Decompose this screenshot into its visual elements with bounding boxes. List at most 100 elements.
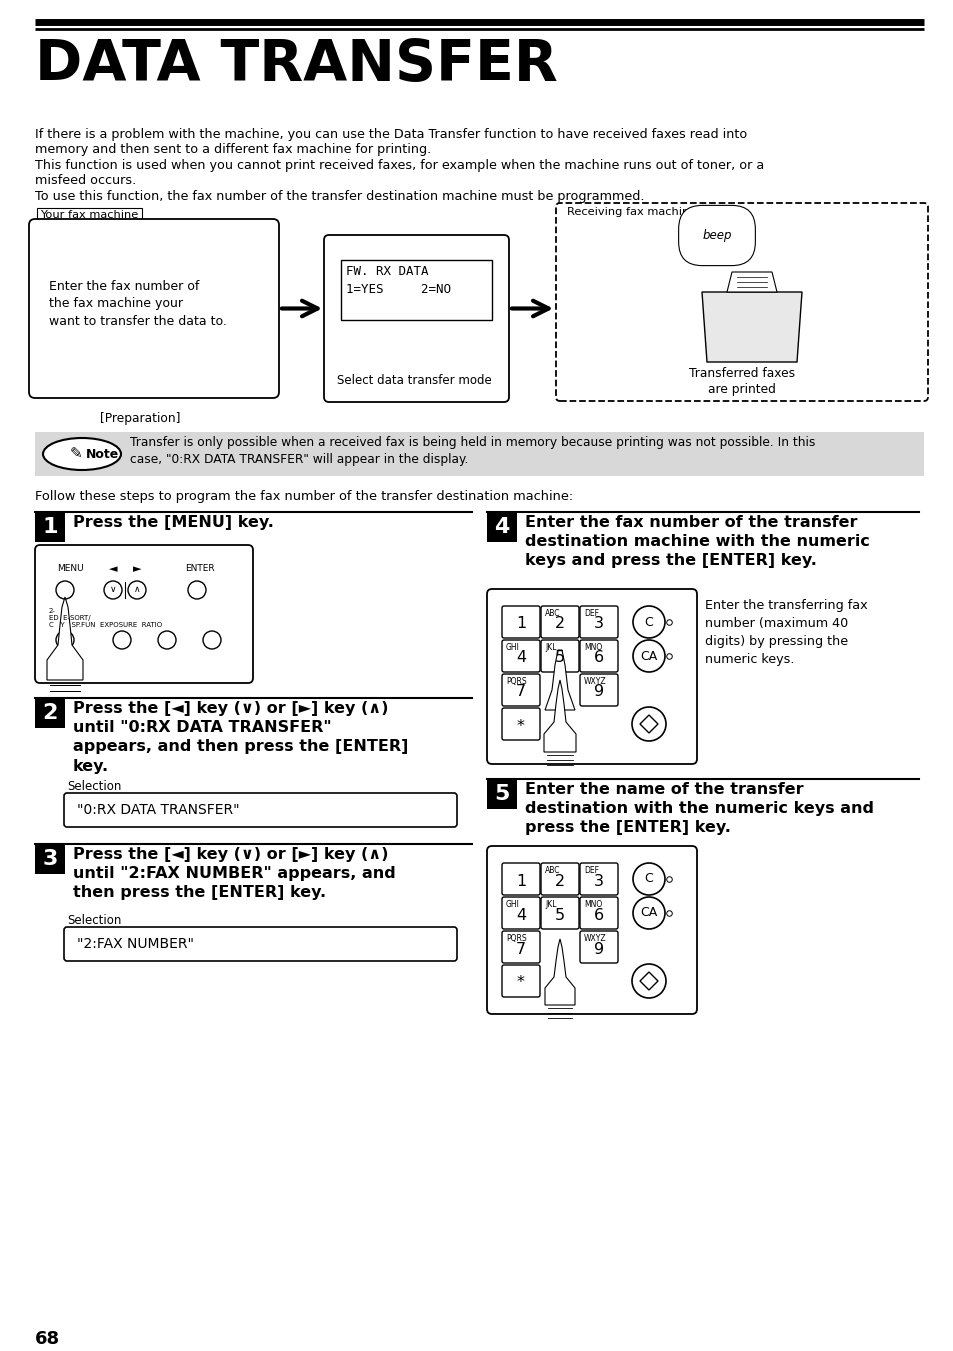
Text: 68: 68 <box>35 1329 60 1348</box>
Polygon shape <box>726 272 776 292</box>
Text: This function is used when you cannot print received faxes, for example when the: This function is used when you cannot pr… <box>35 159 763 172</box>
Text: Select data transfer mode: Select data transfer mode <box>336 374 491 386</box>
Text: 3: 3 <box>42 848 57 869</box>
Text: beep: beep <box>701 230 731 242</box>
Text: ABC: ABC <box>544 866 560 875</box>
Text: MENU: MENU <box>57 563 84 573</box>
Text: 2: 2 <box>42 703 57 723</box>
Text: GHI: GHI <box>505 643 519 653</box>
Text: MNO: MNO <box>583 643 601 653</box>
Text: 6: 6 <box>594 650 603 666</box>
FancyBboxPatch shape <box>486 846 697 1015</box>
Text: DEF: DEF <box>583 866 598 875</box>
Text: 6: 6 <box>594 908 603 923</box>
Text: 5: 5 <box>494 784 509 804</box>
Text: CA: CA <box>639 650 657 662</box>
Text: Transfer is only possible when a received fax is being held in memory because pr: Transfer is only possible when a receive… <box>130 436 815 466</box>
Polygon shape <box>544 650 575 711</box>
Text: ENTER: ENTER <box>185 563 214 573</box>
FancyBboxPatch shape <box>501 897 539 929</box>
Text: 5: 5 <box>555 650 564 666</box>
Text: 4: 4 <box>516 650 525 666</box>
Text: If there is a problem with the machine, you can use the Data Transfer function t: If there is a problem with the machine, … <box>35 128 746 141</box>
Text: C: C <box>644 873 653 885</box>
Text: Press the [MENU] key.: Press the [MENU] key. <box>73 515 274 530</box>
Text: "2:FAX NUMBER": "2:FAX NUMBER" <box>77 938 193 951</box>
Text: WXYZ: WXYZ <box>583 677 606 686</box>
FancyBboxPatch shape <box>324 235 509 403</box>
Text: ✎: ✎ <box>70 446 83 462</box>
Text: ∨: ∨ <box>110 585 116 594</box>
Text: Press the [◄] key (∨) or [►] key (∧)
until "0:RX DATA TRANSFER"
appears, and the: Press the [◄] key (∨) or [►] key (∧) unt… <box>73 701 408 774</box>
Text: *: * <box>517 975 524 990</box>
Text: Selection: Selection <box>67 780 121 793</box>
FancyBboxPatch shape <box>540 863 578 894</box>
Bar <box>563 205 693 222</box>
Text: 2: 2 <box>555 616 564 631</box>
Text: 1: 1 <box>516 874 525 889</box>
Text: Transferred faxes
are printed: Transferred faxes are printed <box>688 367 794 396</box>
Bar <box>37 208 142 224</box>
Polygon shape <box>543 680 576 753</box>
Text: 3: 3 <box>594 616 603 631</box>
Polygon shape <box>639 715 658 734</box>
FancyBboxPatch shape <box>540 640 578 671</box>
Bar <box>486 780 517 809</box>
FancyBboxPatch shape <box>35 544 253 684</box>
Text: JKL: JKL <box>544 643 556 653</box>
Text: CA: CA <box>639 907 657 920</box>
Bar <box>35 698 65 728</box>
Text: 7: 7 <box>516 942 525 957</box>
Text: 9: 9 <box>594 685 603 700</box>
Text: MNO: MNO <box>583 900 601 909</box>
Text: Follow these steps to program the fax number of the transfer destination machine: Follow these steps to program the fax nu… <box>35 490 573 503</box>
Text: 7: 7 <box>516 685 525 700</box>
Polygon shape <box>639 971 658 990</box>
Text: memory and then sent to a different fax machine for printing.: memory and then sent to a different fax … <box>35 143 431 157</box>
FancyBboxPatch shape <box>501 640 539 671</box>
FancyBboxPatch shape <box>579 674 618 707</box>
FancyBboxPatch shape <box>501 674 539 707</box>
Text: C: C <box>644 616 653 628</box>
Text: 1: 1 <box>516 616 525 631</box>
Text: 1: 1 <box>42 517 58 536</box>
Text: [Preparation]: [Preparation] <box>100 412 180 426</box>
Text: Your fax machine: Your fax machine <box>40 209 138 220</box>
FancyBboxPatch shape <box>540 897 578 929</box>
Text: ◄: ◄ <box>109 563 117 574</box>
FancyBboxPatch shape <box>579 931 618 963</box>
FancyBboxPatch shape <box>540 607 578 638</box>
Text: DATA TRANSFER: DATA TRANSFER <box>35 38 558 93</box>
Text: Enter the transferring fax
number (maximum 40
digits) by pressing the
numeric ke: Enter the transferring fax number (maxim… <box>704 598 866 666</box>
Text: Press the [◄] key (∨) or [►] key (∧)
until "2:FAX NUMBER" appears, and
then pres: Press the [◄] key (∨) or [►] key (∧) unt… <box>73 847 395 900</box>
FancyBboxPatch shape <box>486 589 697 765</box>
FancyBboxPatch shape <box>64 793 456 827</box>
Text: Enter the fax number of the transfer
destination machine with the numeric
keys a: Enter the fax number of the transfer des… <box>524 515 869 569</box>
FancyBboxPatch shape <box>556 203 927 401</box>
Text: "0:RX DATA TRANSFER": "0:RX DATA TRANSFER" <box>77 802 239 817</box>
Ellipse shape <box>43 438 121 470</box>
Bar <box>35 844 65 874</box>
Text: ∧: ∧ <box>133 585 140 594</box>
Text: 9: 9 <box>594 942 603 957</box>
FancyBboxPatch shape <box>501 863 539 894</box>
Text: WXYZ: WXYZ <box>583 934 606 943</box>
FancyBboxPatch shape <box>501 965 539 997</box>
Bar <box>35 512 65 542</box>
Text: 5: 5 <box>555 908 564 923</box>
FancyBboxPatch shape <box>501 931 539 963</box>
FancyBboxPatch shape <box>501 708 539 740</box>
FancyBboxPatch shape <box>501 607 539 638</box>
Polygon shape <box>701 292 801 362</box>
Text: Enter the name of the transfer
destination with the numeric keys and
press the [: Enter the name of the transfer destinati… <box>524 782 873 835</box>
Text: *: * <box>517 719 524 734</box>
Text: Note: Note <box>86 447 119 461</box>
Polygon shape <box>47 597 83 680</box>
FancyBboxPatch shape <box>579 863 618 894</box>
Text: 2: 2 <box>555 874 564 889</box>
Text: GHI: GHI <box>505 900 519 909</box>
Text: PQRS: PQRS <box>505 677 526 686</box>
Bar <box>486 512 517 542</box>
Text: 2-
ED  E-SORT/
C   Y   SP.FUN  EXPOSURE  RATIO: 2- ED E-SORT/ C Y SP.FUN EXPOSURE RATIO <box>49 608 162 628</box>
FancyBboxPatch shape <box>579 640 618 671</box>
